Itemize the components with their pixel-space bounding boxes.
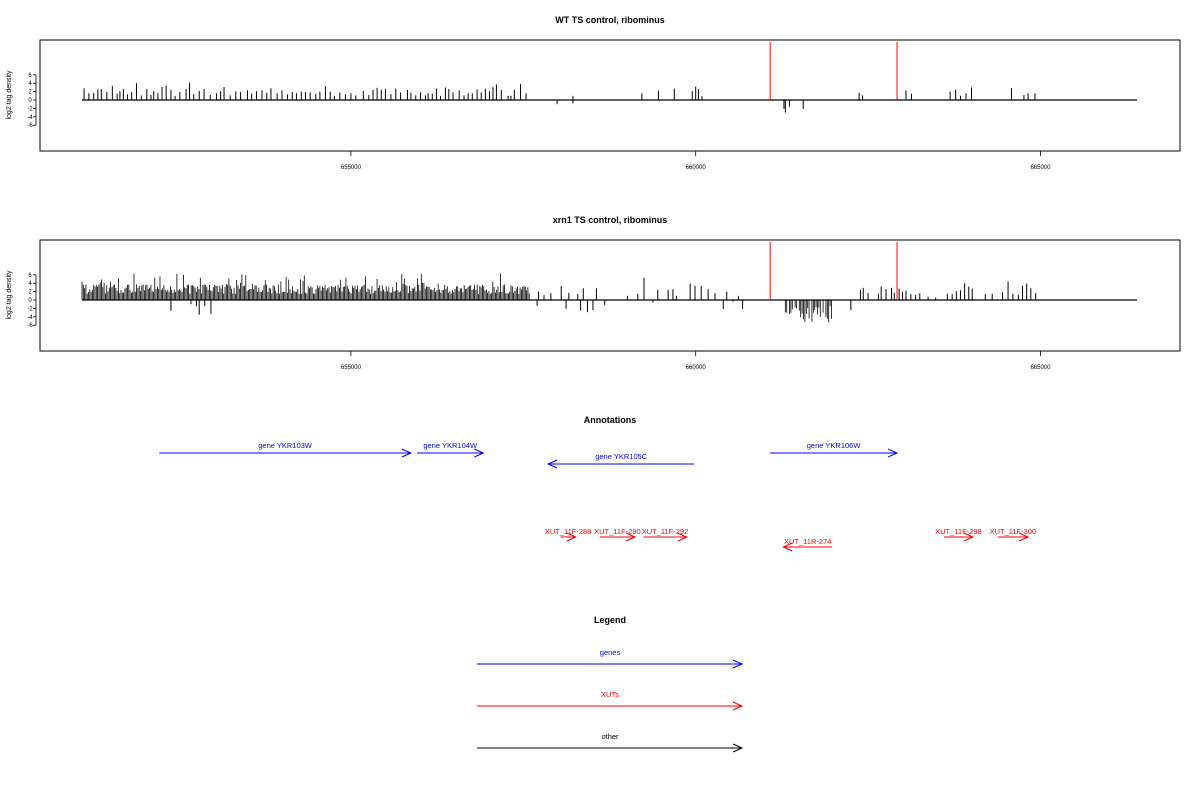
arrow-head — [887, 448, 899, 458]
y-tick-label: -4 — [27, 315, 33, 321]
arrow-head — [732, 743, 744, 753]
annotations-title: Annotations — [584, 415, 637, 425]
arrow-head — [732, 659, 744, 669]
y-tick-label: -6 — [27, 323, 33, 329]
arrow-head — [625, 532, 637, 542]
xrn1-track-marks: -6 -4 -2 0 2 4 6 655000 660000 665000 — [27, 242, 1137, 371]
xut-label: XUT_11R-274 — [784, 537, 831, 546]
xut-arrow: XUT_11F-288 — [545, 527, 592, 542]
wt-track-panel: WT TS control, ribominus log2 tag densit… — [6, 15, 1181, 171]
legend-item: genes — [477, 648, 744, 669]
legend-items: genes XUTs other — [477, 648, 744, 753]
legend-label: genes — [600, 648, 621, 657]
x-tick-label: 660000 — [686, 165, 707, 171]
gene-arrow: gene YKR106W — [770, 441, 899, 458]
gene-label: gene YKR105C — [595, 452, 648, 461]
y-tick-label: 0 — [28, 298, 32, 304]
xut-arrow: XUT_11R-274 — [782, 537, 833, 552]
xut-arrow: XUT_11F-300 — [990, 527, 1037, 542]
arrow-head — [963, 532, 975, 542]
x-tick-label: 655000 — [341, 365, 362, 371]
x-tick-label: 665000 — [1030, 365, 1051, 371]
x-tick-label: 655000 — [341, 165, 362, 171]
arrow-head — [566, 532, 577, 542]
y-tick-label: 2 — [28, 90, 32, 96]
legend-item: other — [477, 732, 744, 753]
x-tick-label: 665000 — [1030, 165, 1051, 171]
y-tick-label: 6 — [28, 273, 32, 279]
wt-y-axis-label: log2 tag density — [6, 70, 13, 120]
y-tick-label: -2 — [27, 306, 33, 312]
legend-label: XUTs — [601, 690, 619, 699]
arrow-head — [474, 448, 485, 458]
xut-label: XUT_11F-288 — [545, 527, 592, 536]
gene-label: gene YKR104W — [423, 441, 478, 450]
arrow-head — [401, 448, 413, 458]
arrow-head — [546, 459, 558, 469]
arrow-head — [732, 701, 744, 711]
y-tick-label: 4 — [28, 81, 32, 87]
y-tick-label: -4 — [27, 115, 33, 121]
gene-arrow: gene YKR105C — [546, 452, 695, 469]
xut-label: XUT_11F-298 — [935, 527, 982, 536]
xut-label: XUT_11F-300 — [990, 527, 1037, 536]
y-tick-label: 2 — [28, 290, 32, 296]
xut-arrow: XUT_11F-292 — [642, 527, 689, 542]
xut-label: XUT_11F-290 — [594, 527, 641, 536]
legend-title: Legend — [594, 615, 626, 625]
y-tick-label: 6 — [28, 73, 32, 79]
arrow-head — [782, 542, 793, 552]
legend-label: other — [601, 732, 619, 741]
legend-panel: Legend genes XUTs other — [477, 615, 744, 753]
legend-item: XUTs — [477, 690, 744, 711]
annotations-panel: Annotations gene YKR103W gene YKR104Wgene… — [159, 415, 1037, 552]
annotation-features: gene YKR103W gene YKR104W gene YKR105C gene… — [159, 441, 1037, 552]
gene-arrow: gene YKR103W — [159, 441, 413, 458]
xrn1-plot-frame — [39, 239, 1181, 352]
x-tick-label: 660000 — [686, 365, 707, 371]
arrow-head — [677, 532, 688, 542]
gene-arrow: gene YKR104W — [417, 441, 485, 458]
wt-track-title: WT TS control, ribominus — [555, 15, 665, 25]
arrow-head — [1018, 532, 1030, 542]
xrn1-track-panel: xrn1 TS control, ribominus log2 tag dens… — [6, 215, 1181, 371]
y-tick-label: -6 — [27, 123, 33, 129]
y-tick-label: 4 — [28, 281, 32, 287]
wt-track-marks: -6 -4 -2 0 2 4 6 655000 660000 665000 — [27, 42, 1137, 171]
wt-plot-frame — [39, 39, 1181, 152]
xrn1-y-axis-label: log2 tag density — [6, 270, 13, 320]
gene-label: gene YKR106W — [807, 441, 862, 450]
xut-label: XUT_11F-292 — [642, 527, 689, 536]
xut-arrow: XUT_11F-290 — [594, 527, 641, 542]
y-tick-label: 0 — [28, 98, 32, 104]
y-tick-label: -2 — [27, 106, 33, 112]
xrn1-track-title: xrn1 TS control, ribominus — [553, 215, 668, 225]
gene-label: gene YKR103W — [258, 441, 313, 450]
xut-arrow: XUT_11F-298 — [935, 527, 982, 542]
